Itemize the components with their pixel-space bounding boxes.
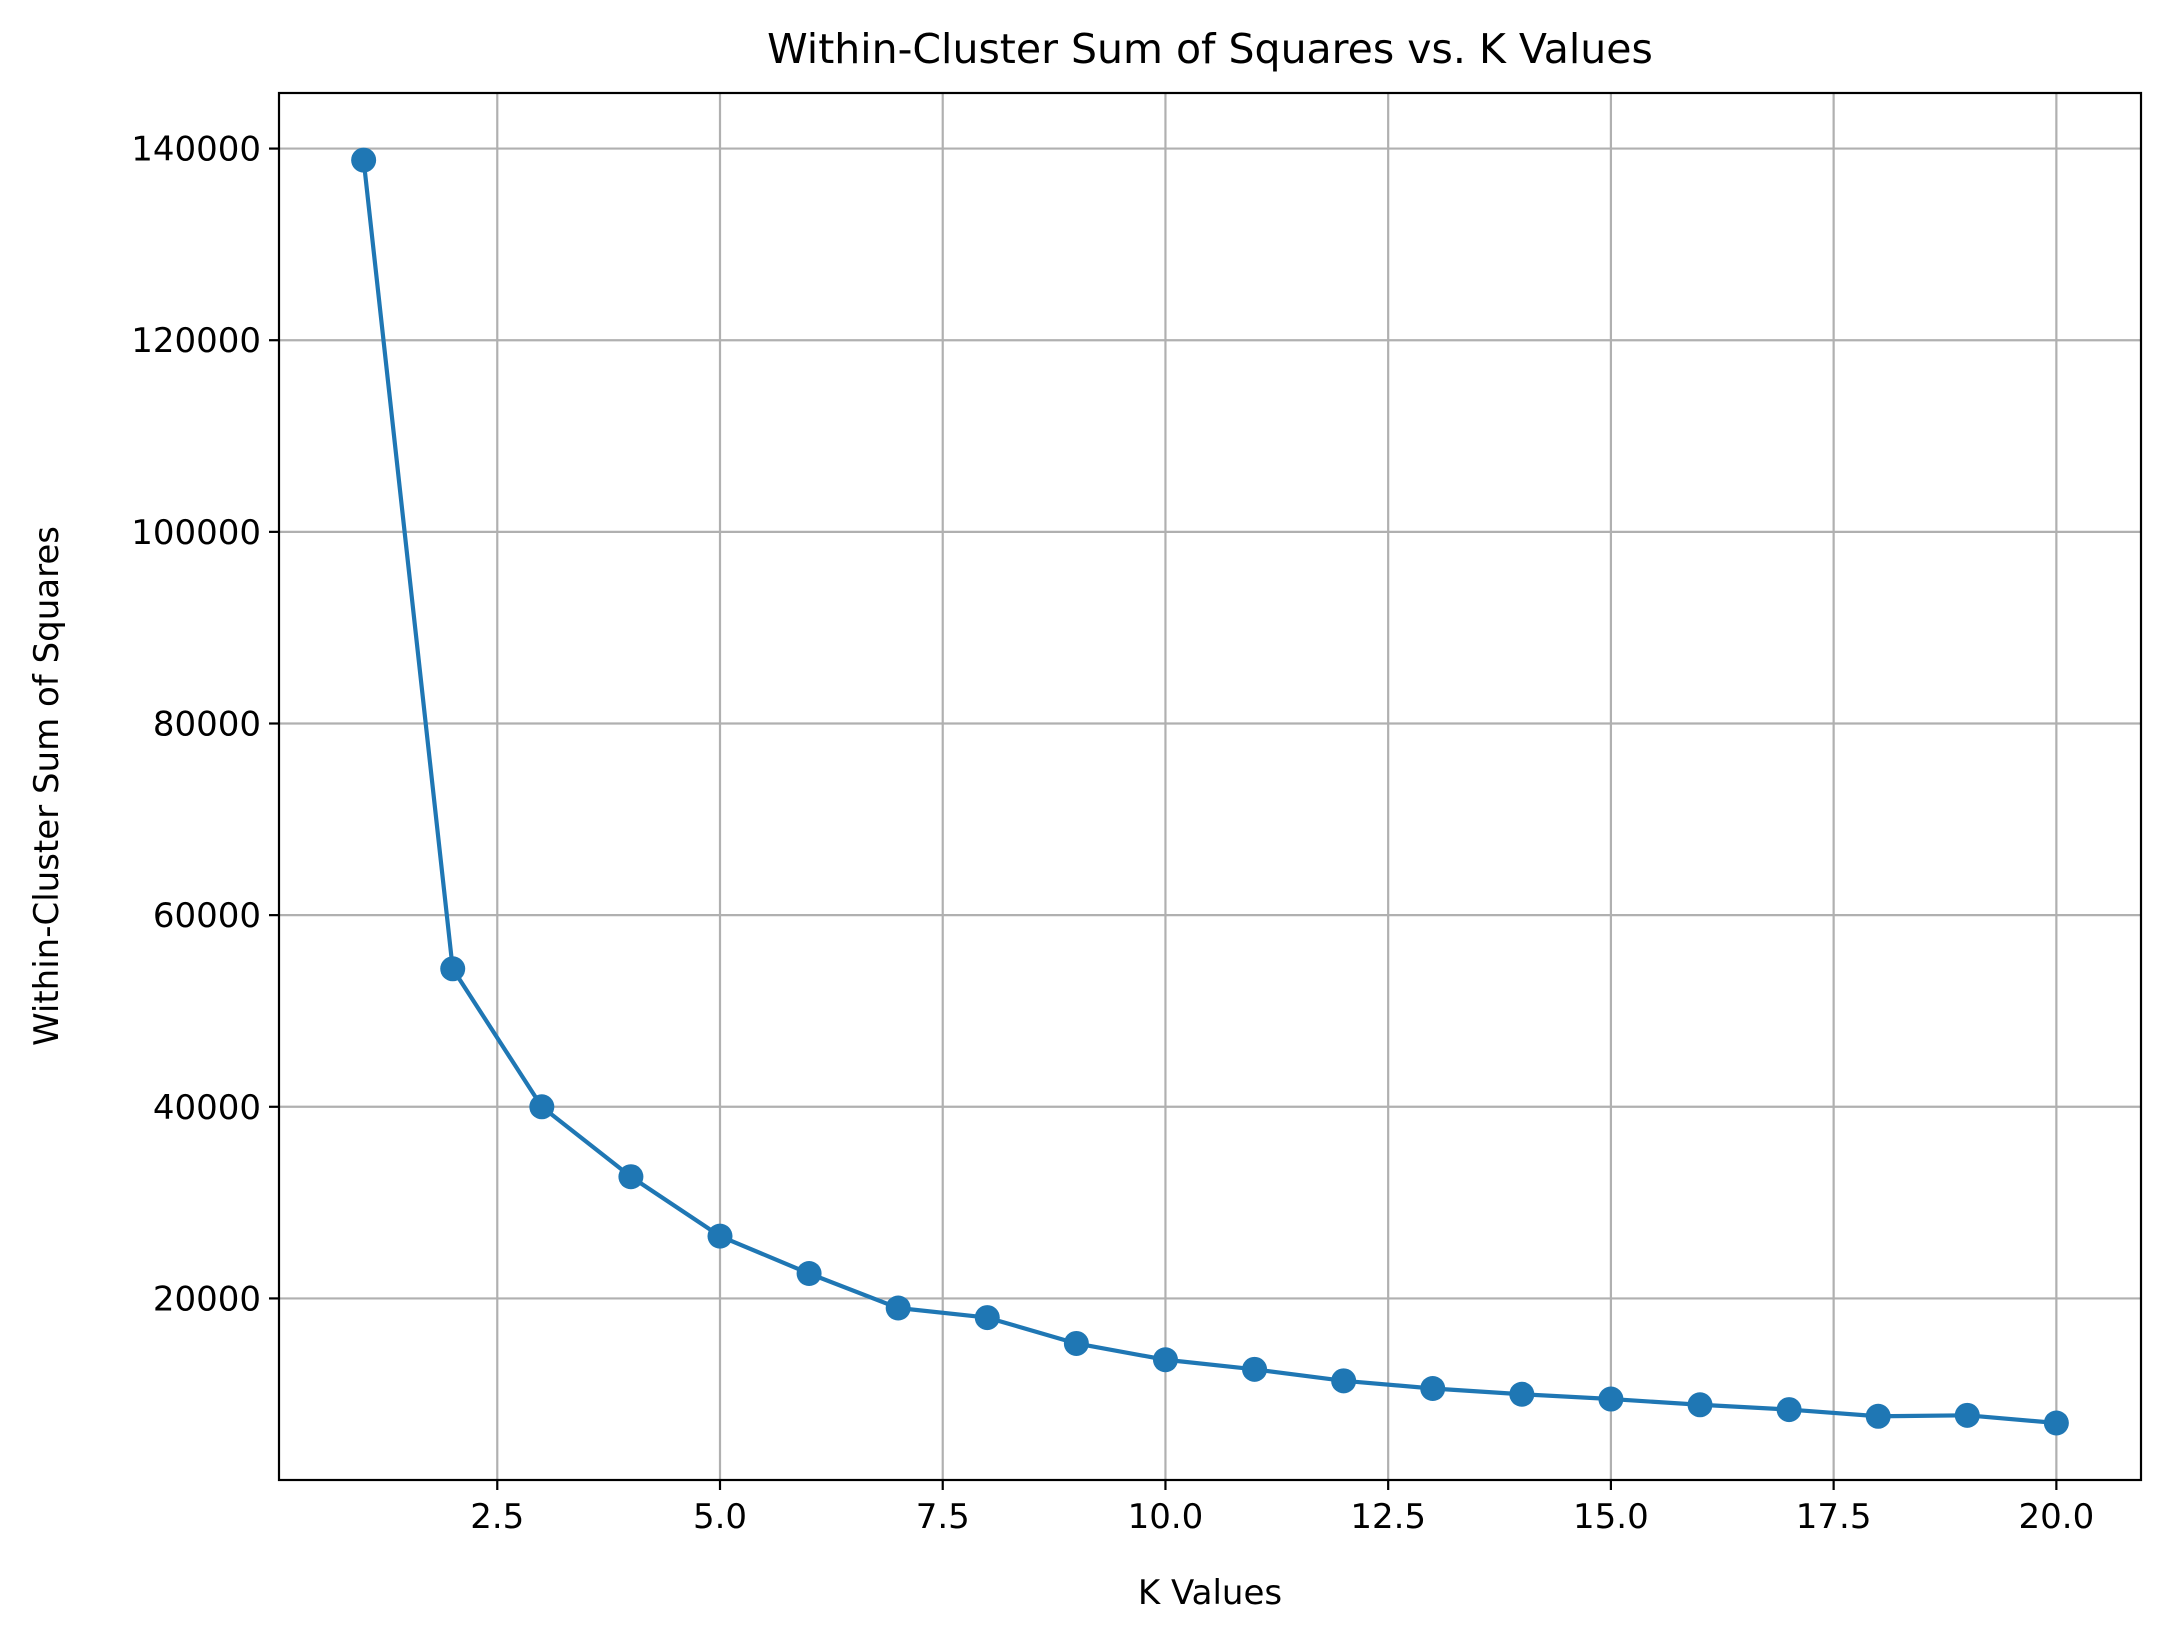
data-point (1242, 1356, 1268, 1382)
data-point (1687, 1392, 1713, 1418)
data-point (974, 1305, 1000, 1331)
series-line (361, 159, 2057, 1426)
data-point (1063, 1330, 1089, 1356)
data-point (885, 1295, 911, 1321)
plot-area-frame (277, 91, 2143, 1482)
data-point (1776, 1397, 1802, 1423)
data-series (351, 147, 2069, 1436)
x-tick-label: 7.5 (916, 1497, 970, 1537)
data-point (1509, 1381, 1535, 1407)
y-tick-label: 140000 (131, 130, 261, 170)
data-point (1420, 1375, 1446, 1401)
x-tick-label: 20.0 (2019, 1497, 2095, 1537)
y-tick-label: 20000 (153, 1279, 261, 1319)
data-point (1152, 1347, 1178, 1373)
x-tick-label: 15.0 (1573, 1497, 1649, 1537)
y-tick-label: 100000 (131, 513, 261, 553)
x-tick-label: 5.0 (693, 1497, 747, 1537)
data-point (1865, 1403, 1891, 1429)
data-point (1954, 1402, 1980, 1428)
data-point (351, 147, 377, 173)
data-point (707, 1223, 733, 1249)
y-tick-label: 40000 (153, 1088, 261, 1128)
y-tick-label: 80000 (153, 704, 261, 744)
y-tick-label: 120000 (131, 321, 261, 361)
x-tick-label: 17.5 (1796, 1497, 1872, 1537)
y-tick-label: 60000 (153, 896, 261, 936)
data-point (796, 1261, 822, 1287)
data-point (1331, 1368, 1357, 1394)
data-point (618, 1164, 644, 1190)
data-point (1598, 1386, 1624, 1412)
chart-title: Within-Cluster Sum of Squares vs. K Valu… (767, 25, 1653, 73)
x-axis-label: K Values (1138, 1573, 1282, 1613)
data-point (440, 956, 466, 982)
y-axis-label: Within-Cluster Sum of Squares (27, 526, 67, 1046)
x-tick-label: 12.5 (1350, 1497, 1426, 1537)
x-tick-label: 2.5 (470, 1497, 524, 1537)
x-tick-label: 10.0 (1128, 1497, 1204, 1537)
data-point (529, 1094, 555, 1120)
axis-ticks: 2.5 5.0 7.5 10.0 12.5 15.0 17.5 20.0 20000 40000 6… (131, 130, 2094, 1537)
data-point (2043, 1410, 2069, 1436)
grid-lines (279, 93, 2141, 1480)
